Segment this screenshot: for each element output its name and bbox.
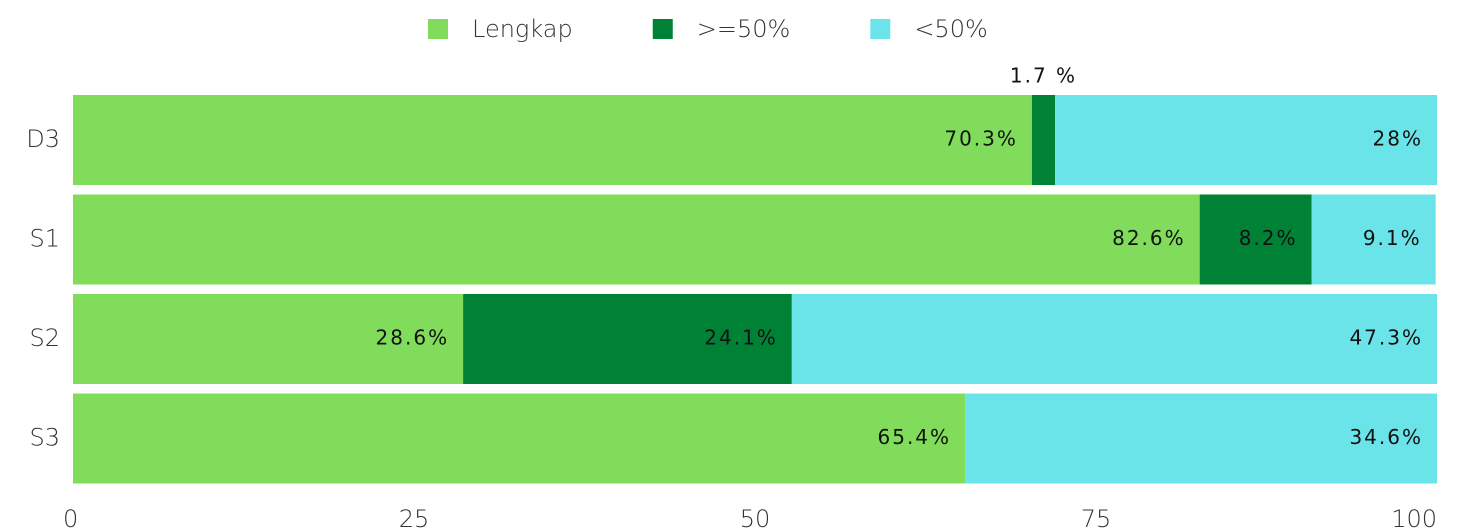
- value-label: 34.6%: [1349, 425, 1423, 449]
- legend-swatch: [870, 19, 891, 39]
- bar-segment: [965, 393, 1437, 484]
- value-label: 47.3%: [1349, 326, 1423, 350]
- value-label: 9.1%: [1363, 226, 1422, 250]
- x-tick-label: 0: [63, 505, 78, 532]
- x-tick-label: 75: [1081, 505, 1112, 532]
- bar-segment: [1199, 194, 1312, 285]
- legend-swatch: [652, 19, 673, 39]
- bar-segment: [463, 294, 792, 384]
- legend-swatch: [428, 19, 448, 39]
- value-label: 28.6%: [376, 326, 450, 350]
- value-label: 65.4%: [878, 425, 952, 449]
- x-tick-label: 25: [399, 505, 430, 532]
- bar-segment: [791, 294, 1437, 384]
- x-tick-label: 50: [740, 505, 771, 532]
- category-label: S1: [29, 225, 60, 253]
- bar-segment: [73, 95, 1032, 185]
- value-label: 28%: [1373, 127, 1423, 151]
- bar-segment: [1055, 95, 1437, 185]
- value-label: 70.3%: [944, 127, 1018, 151]
- value-label: 8.2%: [1239, 226, 1298, 250]
- category-label: S3: [29, 424, 60, 452]
- value-label: 1.7 %: [1010, 64, 1077, 88]
- category-label: D3: [26, 125, 60, 153]
- bar-segment: [73, 194, 1200, 285]
- value-label: 82.6%: [1112, 226, 1186, 250]
- category-label: S2: [29, 324, 60, 352]
- bar-segment: [1311, 194, 1436, 285]
- x-tick-label: 100: [1391, 505, 1437, 532]
- legend-label: Lengkap: [472, 15, 573, 43]
- legend-label: >=50%: [697, 15, 791, 43]
- bar-segment: [73, 294, 464, 384]
- bar-segment: [73, 393, 966, 484]
- bar-segment: [1031, 95, 1056, 185]
- value-label: 24.1%: [704, 326, 778, 350]
- legend-label: <50%: [914, 15, 987, 43]
